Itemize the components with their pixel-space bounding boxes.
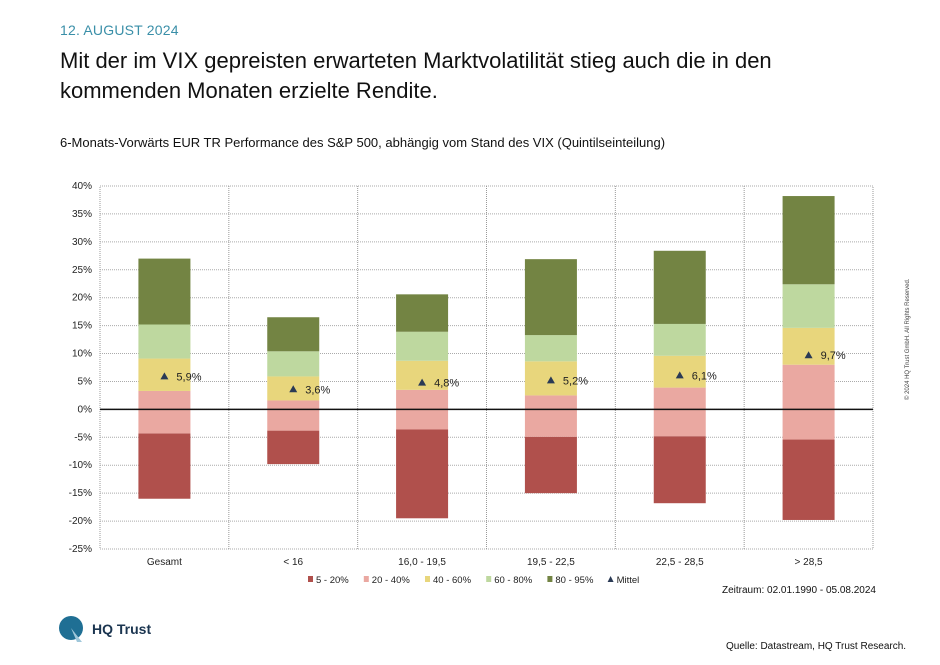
y-tick-label: 10% — [72, 349, 92, 360]
bar-segment-80-95- — [524, 259, 577, 336]
legend-label: Mittel — [617, 575, 640, 586]
bar-segment-60-80- — [653, 323, 706, 356]
headline: Mit der im VIX gepreisten erwarteten Mar… — [60, 48, 772, 103]
mean-marker — [675, 371, 684, 379]
report-date: 12. AUGUST 2024 — [60, 22, 179, 38]
mean-marker — [289, 385, 298, 393]
legend-swatch — [486, 576, 492, 582]
y-tick-label: 25% — [72, 265, 92, 276]
legend-swatch — [547, 576, 553, 582]
bar-segment-80-95- — [653, 250, 706, 324]
mean-label: 6,1% — [692, 370, 717, 382]
bar-segment-80-95- — [267, 317, 320, 352]
bar-segment-40-60- — [782, 327, 835, 365]
bar-segment-60-80- — [138, 324, 191, 359]
period-note: Zeitraum: 02.01.1990 - 05.08.2024 — [722, 585, 876, 596]
mean-label: 3,6% — [305, 384, 330, 396]
legend-swatch — [425, 576, 430, 582]
bar-segment-60-80- — [524, 335, 577, 362]
chart-title: 6-Monats-Vorwärts EUR TR Performance des… — [60, 135, 666, 150]
y-tick-label: -20% — [69, 516, 92, 527]
mean-label: 5,2% — [563, 375, 588, 387]
legend-label: 80 - 95% — [555, 575, 594, 586]
mean-label: 4,8% — [434, 378, 459, 390]
y-tick-label: 35% — [72, 209, 92, 220]
y-tick-label: 15% — [72, 321, 92, 332]
chart: 40% 35% 30% 25% 20% 15% 10% 5% 0% -5% -10% -15% -20%… — [69, 181, 874, 586]
legend-label: 60 - 80% — [494, 575, 533, 586]
legend-label: 20 - 40% — [372, 575, 411, 586]
mean-marker — [804, 351, 813, 359]
x-tick-label: 19,5 - 22,5 — [527, 557, 575, 568]
bar-segment-60-80- — [782, 284, 835, 328]
copyright: © 2024 HQ Trust GmbH. All Rights Reserve… — [905, 278, 911, 400]
legend-swatch — [308, 576, 313, 582]
x-tick-label: > 28,5 — [795, 557, 824, 568]
mean-label: 9,7% — [821, 350, 846, 362]
bar-segment-5-20- — [782, 439, 835, 520]
y-tick-label: -15% — [69, 488, 92, 499]
legend-label: 5 - 20% — [316, 575, 349, 586]
bar-segment-80-95- — [138, 258, 191, 325]
x-tick-label: Gesamt — [147, 557, 182, 568]
bar-segment-20-40- — [267, 400, 320, 431]
logo-text: HQ Trust — [92, 621, 152, 637]
y-tick-label: -5% — [74, 432, 92, 443]
bar-segment-20-40- — [138, 390, 191, 434]
logo-icon — [59, 616, 83, 642]
y-tick-label: 20% — [72, 293, 92, 304]
bar-segment-20-40- — [653, 387, 706, 437]
y-tick-label: 40% — [72, 181, 92, 192]
mean-label: 5,9% — [176, 371, 201, 383]
mean-marker — [546, 376, 555, 384]
y-tick-label: -25% — [69, 544, 92, 555]
mean-marker — [418, 378, 427, 386]
bar-segment-5-20- — [653, 436, 706, 504]
y-tick-label: -10% — [69, 460, 92, 471]
y-tick-label: 30% — [72, 237, 92, 248]
bar-segment-20-40- — [524, 395, 577, 437]
legend-mean-marker — [607, 576, 614, 582]
legend-swatch — [363, 576, 369, 582]
bar-segment-60-80- — [396, 331, 449, 361]
mean-marker — [160, 372, 169, 380]
x-tick-label: 22,5 - 28,5 — [656, 557, 704, 568]
bar-segment-5-20- — [267, 430, 320, 465]
bar-segment-20-40- — [782, 364, 835, 440]
x-tick-label: 16,0 - 19,5 — [398, 557, 446, 568]
bar-segment-5-20- — [524, 436, 577, 494]
y-tick-label: 5% — [78, 376, 93, 387]
legend-label: 40 - 60% — [433, 575, 472, 586]
source-note: Quelle: Datastream, HQ Trust Research. — [726, 641, 907, 652]
bar-segment-5-20- — [396, 429, 449, 519]
x-tick-label: < 16 — [283, 557, 303, 568]
y-tick-label: 0% — [78, 404, 93, 415]
bar-segment-60-80- — [267, 351, 320, 377]
bar-segment-80-95- — [782, 196, 835, 285]
hq-trust-logo: HQ Trust — [58, 615, 151, 643]
bar-segment-80-95- — [396, 294, 449, 332]
bar-segment-5-20- — [138, 433, 191, 499]
